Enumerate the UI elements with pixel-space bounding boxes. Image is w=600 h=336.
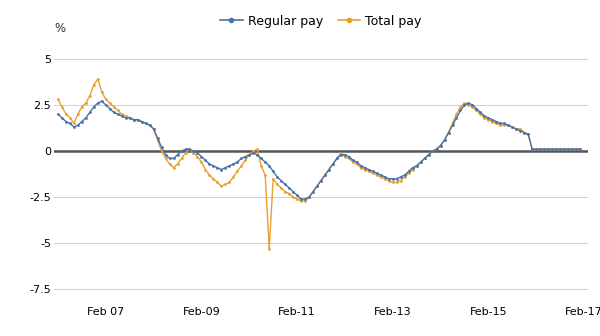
Text: %: % <box>54 22 65 35</box>
Legend: Regular pay, Total pay: Regular pay, Total pay <box>215 10 427 33</box>
